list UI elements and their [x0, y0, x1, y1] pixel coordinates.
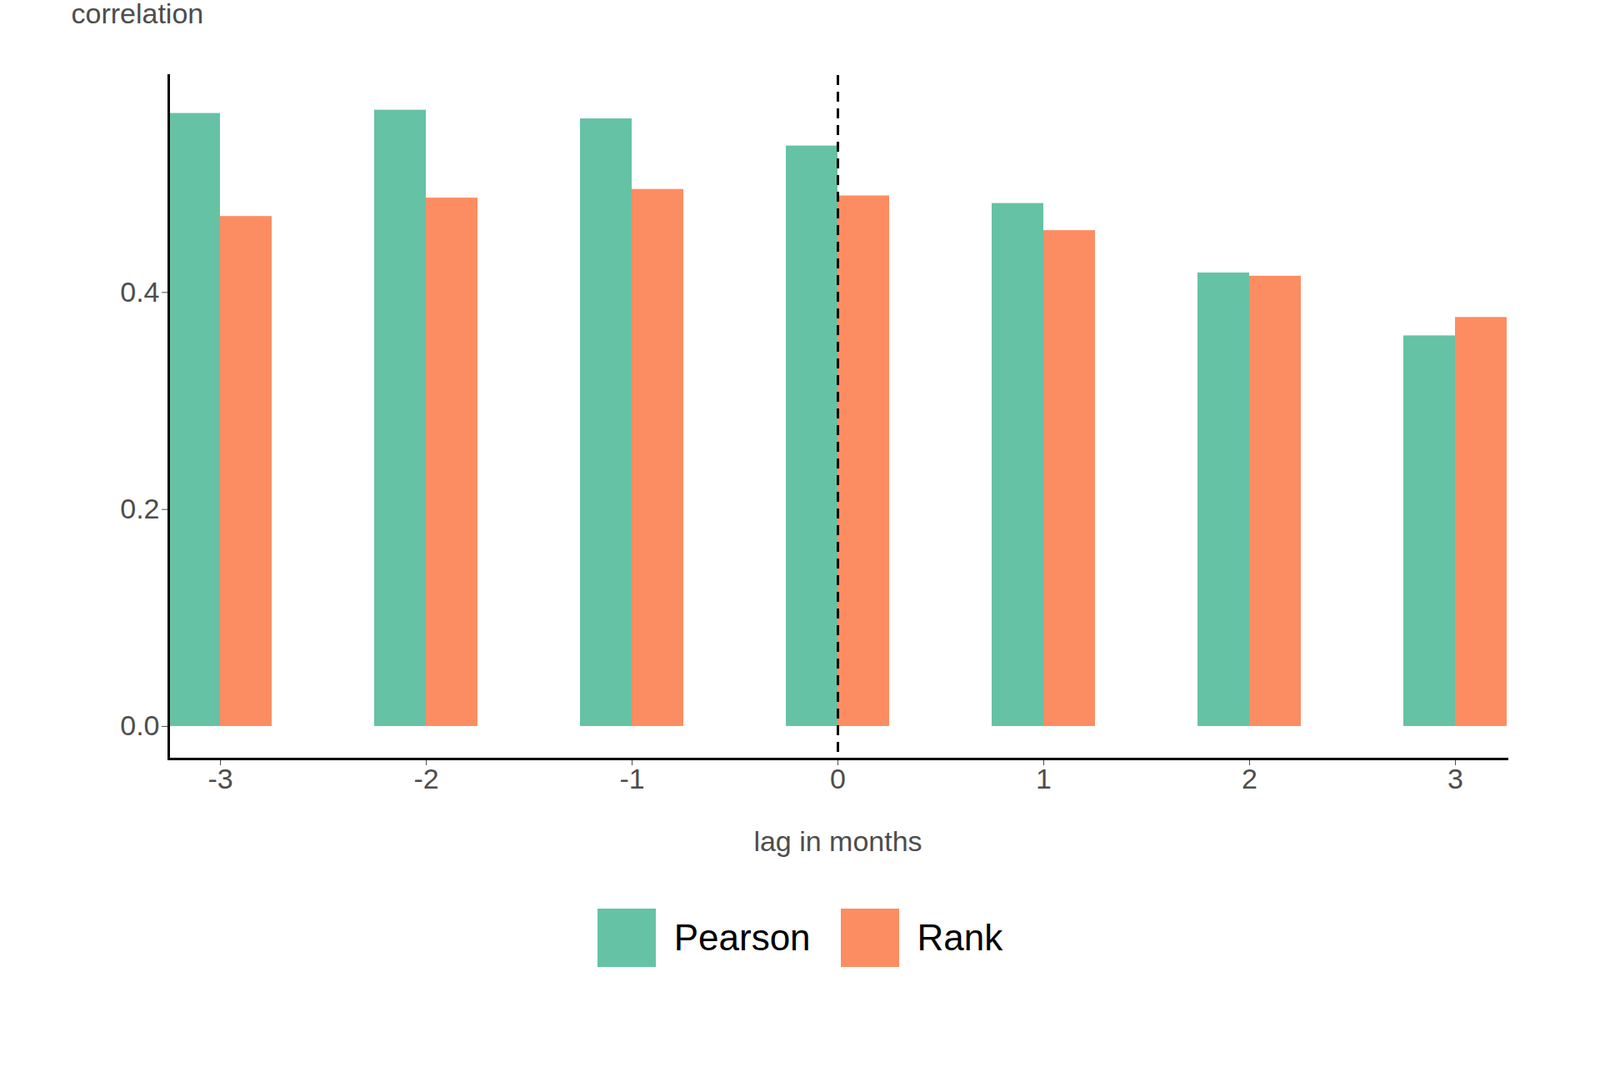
svg-text:3: 3: [1447, 762, 1464, 795]
svg-text:1: 1: [1035, 762, 1052, 795]
html-text:Rank: Rank: [917, 916, 1003, 958]
svg-text:-2: -2: [413, 762, 439, 795]
svg-text:0.4: 0.4: [120, 275, 160, 308]
svg-text:0.2: 0.2: [120, 492, 160, 525]
html-text:Pearson: Pearson: [673, 916, 811, 958]
svg-text:-3: -3: [207, 762, 233, 795]
svg-text:2: 2: [1241, 762, 1258, 795]
svg-text:lag in months: lag in months: [753, 825, 922, 857]
svg-text:correlation: correlation: [71, 0, 205, 30]
svg-text:0.0: 0.0: [120, 709, 160, 741]
svg-text:0: 0: [830, 762, 846, 795]
svg-text:-1: -1: [619, 762, 645, 795]
